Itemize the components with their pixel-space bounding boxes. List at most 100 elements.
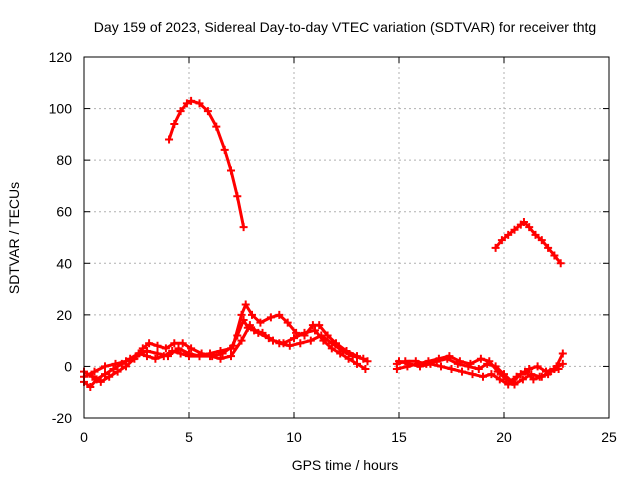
x-tick-label: 10 bbox=[286, 429, 302, 445]
data-point-marker bbox=[138, 344, 147, 353]
data-point-marker bbox=[111, 359, 120, 368]
data-point-marker bbox=[90, 367, 99, 376]
data-point-marker bbox=[554, 365, 563, 374]
data-point-marker bbox=[434, 354, 443, 363]
data-point-marker bbox=[220, 145, 229, 154]
data-point-marker bbox=[558, 349, 567, 358]
data-point-marker bbox=[519, 218, 528, 227]
y-tick-label: 40 bbox=[56, 255, 72, 271]
data-point-marker bbox=[544, 243, 553, 252]
series-line bbox=[494, 220, 563, 265]
series-late-arc bbox=[491, 218, 565, 268]
data-point-marker bbox=[416, 362, 424, 371]
data-point-marker bbox=[285, 341, 294, 350]
y-tick-label: 120 bbox=[49, 49, 73, 65]
data-point-marker bbox=[550, 251, 559, 260]
data-point-marker bbox=[101, 370, 109, 379]
data-point-marker bbox=[497, 236, 506, 245]
data-point-marker bbox=[241, 300, 250, 309]
data-point-marker bbox=[105, 372, 114, 381]
data-point-marker bbox=[468, 370, 477, 379]
data-point-marker bbox=[227, 352, 235, 361]
data-point-marker bbox=[237, 336, 246, 345]
data-point-marker bbox=[518, 375, 527, 384]
y-tick-label: 60 bbox=[56, 204, 72, 220]
data-point-marker bbox=[426, 359, 435, 368]
data-point-marker bbox=[275, 310, 284, 319]
data-point-marker bbox=[132, 352, 141, 361]
data-point-marker bbox=[474, 365, 483, 374]
data-point-marker bbox=[266, 313, 275, 322]
data-point-marker bbox=[187, 344, 196, 353]
data-point-marker bbox=[556, 259, 565, 268]
y-tick-label: 0 bbox=[64, 358, 72, 374]
data-point-marker bbox=[493, 367, 502, 376]
data-point-marker bbox=[254, 328, 263, 337]
data-point-marker bbox=[218, 349, 227, 358]
x-tick-label: 20 bbox=[496, 429, 512, 445]
data-point-marker bbox=[185, 349, 193, 358]
data-point-marker bbox=[487, 370, 496, 379]
x-tick-label: 0 bbox=[80, 429, 88, 445]
data-point-marker bbox=[533, 362, 542, 371]
data-point-marker bbox=[521, 367, 529, 376]
data-point-marker bbox=[300, 331, 309, 340]
data-point-marker bbox=[445, 352, 454, 361]
chart-title: Day 159 of 2023, Sidereal Day-to-day VTE… bbox=[94, 19, 596, 35]
data-point-marker bbox=[525, 223, 534, 232]
data-point-marker bbox=[558, 359, 567, 368]
data-point-marker bbox=[306, 336, 315, 345]
data-point-marker bbox=[151, 354, 160, 363]
data-point-marker bbox=[203, 107, 212, 116]
data-point-marker bbox=[338, 346, 347, 355]
data-point-marker bbox=[153, 341, 162, 350]
data-point-marker bbox=[161, 344, 170, 353]
data-point-marker bbox=[101, 362, 109, 371]
data-point-marker bbox=[363, 357, 372, 366]
data-point-marker bbox=[317, 331, 326, 340]
data-point-marker bbox=[96, 377, 105, 386]
tick-layer: 0 5 10 15 20 25 -20 0 20 40 60 80 100 120 bbox=[49, 49, 617, 445]
data-point-marker bbox=[359, 354, 368, 363]
data-point-marker bbox=[195, 352, 204, 361]
data-point-marker bbox=[233, 192, 242, 201]
data-point-marker bbox=[296, 339, 305, 348]
data-point-marker bbox=[239, 223, 248, 232]
data-point-marker bbox=[275, 339, 284, 348]
data-point-marker bbox=[455, 357, 464, 366]
data-point-marker bbox=[447, 365, 456, 374]
data-point-marker bbox=[256, 318, 265, 327]
data-point-marker bbox=[504, 380, 513, 389]
data-point-marker bbox=[216, 354, 225, 363]
grid-layer bbox=[84, 57, 609, 418]
data-point-marker bbox=[170, 339, 179, 348]
data-point-marker bbox=[109, 365, 118, 374]
x-tick-label: 5 bbox=[185, 429, 193, 445]
data-point-marker bbox=[485, 357, 494, 366]
data-point-marker bbox=[476, 354, 485, 363]
data-point-marker bbox=[495, 375, 504, 384]
data-point-marker bbox=[195, 99, 204, 108]
data-point-marker bbox=[529, 375, 538, 384]
data-point-marker bbox=[187, 96, 196, 105]
data-point-marker bbox=[86, 383, 95, 392]
data-point-marker bbox=[176, 107, 185, 116]
data-point-marker bbox=[531, 230, 540, 239]
data-point-marker bbox=[537, 236, 546, 245]
y-tick-label: 80 bbox=[56, 152, 72, 168]
data-point-marker bbox=[264, 334, 273, 343]
data-point-marker bbox=[525, 365, 534, 374]
data-point-marker bbox=[164, 352, 172, 361]
data-point-marker bbox=[143, 346, 151, 355]
series-low-c bbox=[80, 321, 368, 381]
data-point-marker bbox=[170, 120, 179, 129]
data-point-marker bbox=[206, 352, 214, 361]
data-point-marker bbox=[248, 310, 256, 319]
y-tick-label: -20 bbox=[52, 410, 72, 426]
data-point-marker bbox=[405, 359, 414, 368]
data-point-marker bbox=[327, 339, 336, 348]
data-point-marker bbox=[113, 367, 122, 376]
series-low-f bbox=[395, 357, 563, 389]
data-point-marker bbox=[290, 334, 298, 343]
